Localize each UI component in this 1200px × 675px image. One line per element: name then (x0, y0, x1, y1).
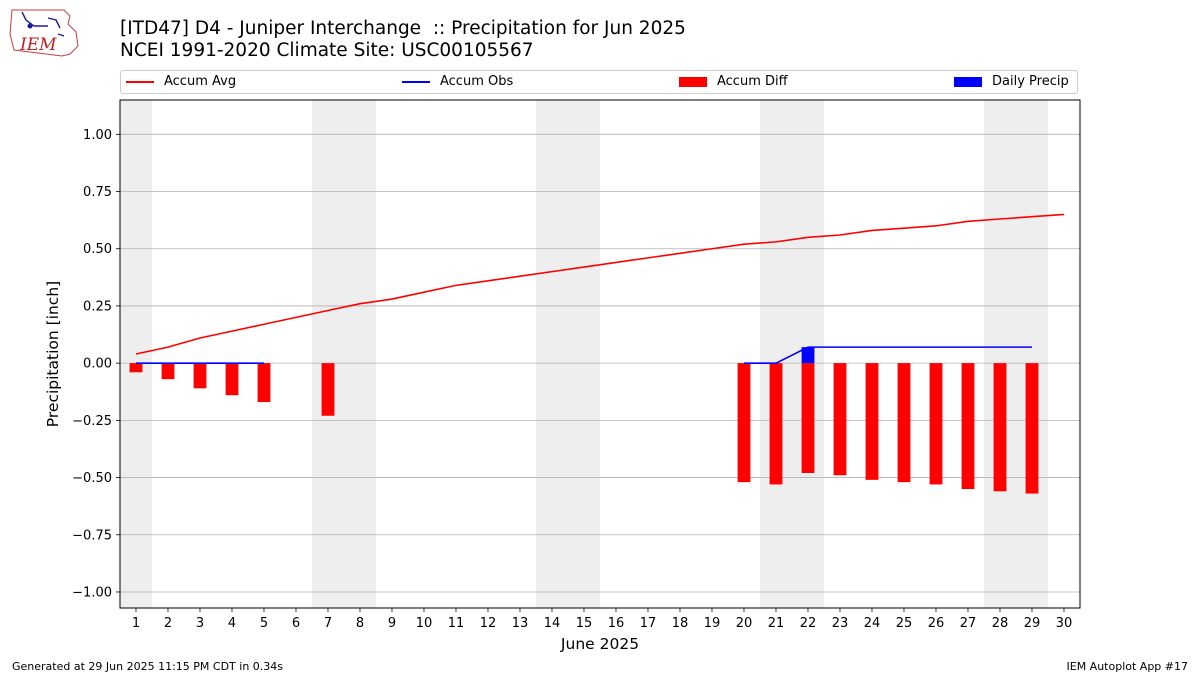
accum-diff-bar (193, 363, 207, 389)
footer-app-id: IEM Autoplot App #17 (1066, 660, 1189, 673)
legend: Accum Avg Accum Obs Accum Diff Daily Pre… (120, 70, 1078, 94)
accum-diff-bar (865, 363, 879, 480)
x-tick-label: 5 (260, 616, 268, 631)
x-tick-label: 22 (800, 616, 817, 631)
x-tick-label: 20 (736, 616, 753, 631)
x-tick-label: 3 (196, 616, 204, 631)
x-tick-label: 10 (416, 616, 433, 631)
accum-diff-bar (769, 363, 783, 485)
legend-label: Accum Obs (440, 74, 514, 89)
accum-obs-line (744, 346, 1032, 364)
patch-swatch-icon (679, 77, 707, 87)
x-tick-label: 14 (544, 616, 561, 631)
x-tick-label: 12 (480, 616, 497, 631)
x-tick-label: 30 (1056, 616, 1073, 631)
weekend-band (984, 100, 1048, 608)
x-tick-label: 18 (672, 616, 689, 631)
y-axis-label: Precipitation [inch] (44, 281, 62, 427)
x-tick-label: 17 (640, 616, 657, 631)
accum-diff-bar (737, 363, 751, 483)
x-tick-label: 25 (896, 616, 913, 631)
legend-item-accum-obs: Accum Obs (402, 74, 513, 90)
x-tick-label: 13 (512, 616, 529, 631)
accum-diff-bar (1025, 363, 1039, 494)
line-swatch-icon (402, 81, 430, 83)
x-tick-label: 23 (832, 616, 849, 631)
x-tick-label: 7 (324, 616, 332, 631)
accum-diff-bar (801, 363, 815, 473)
accum-diff-bar (161, 363, 175, 380)
y-tick-label: 0.00 (83, 357, 112, 372)
x-axis-label: June 2025 (560, 635, 639, 653)
weekend-band (312, 100, 376, 608)
legend-item-accum-diff: Accum Diff (679, 74, 788, 90)
logo-text: IEM (19, 35, 57, 55)
chart-title: [ITD47] D4 - Juniper Interchange :: Prec… (120, 18, 686, 62)
accum-diff-bar (833, 363, 847, 476)
accum-diff-bar (961, 363, 975, 490)
x-tick-label: 11 (448, 616, 465, 631)
title-line-2: NCEI 1991-2020 Climate Site: USC00105567 (120, 40, 534, 61)
x-tick-label: 1 (132, 616, 140, 631)
accum-diff-bar (257, 363, 271, 403)
iem-logo: IEM (9, 9, 79, 57)
y-tick-label: 1.00 (83, 128, 112, 143)
x-tick-label: 21 (768, 616, 785, 631)
accum-diff-bar (321, 363, 335, 416)
y-tick-label: 0.50 (83, 242, 112, 257)
legend-item-accum-avg: Accum Avg (126, 74, 236, 90)
x-tick-label: 27 (960, 616, 977, 631)
y-tick-label: −0.25 (72, 414, 112, 429)
x-tick-label: 9 (388, 616, 396, 631)
y-tick-label: 0.75 (83, 185, 112, 200)
y-tick-label: 0.25 (83, 299, 112, 314)
accum-diff-bar (129, 363, 143, 373)
legend-label: Daily Precip (992, 74, 1069, 89)
accum-diff-bar (929, 363, 943, 485)
x-tick-label: 29 (1024, 616, 1041, 631)
weekend-band (760, 100, 824, 608)
x-tick-label: 8 (356, 616, 364, 631)
x-tick-label: 26 (928, 616, 945, 631)
x-tick-label: 6 (292, 616, 300, 631)
legend-label: Accum Diff (717, 74, 788, 89)
x-tick-label: 28 (992, 616, 1009, 631)
x-tick-label: 15 (576, 616, 593, 631)
accum-diff-bar (225, 363, 239, 396)
x-tick-label: 4 (228, 616, 236, 631)
plot-frame (119, 99, 1081, 609)
x-tick-label: 16 (608, 616, 625, 631)
accum-diff-bar (897, 363, 911, 483)
weekend-band (536, 100, 600, 608)
accum-diff-bar (993, 363, 1007, 492)
legend-label: Accum Avg (164, 74, 237, 89)
y-tick-label: −1.00 (72, 585, 112, 600)
x-tick-label: 19 (704, 616, 721, 631)
title-line-1: [ITD47] D4 - Juniper Interchange :: Prec… (120, 18, 686, 39)
patch-swatch-icon (954, 77, 982, 87)
footer-generated: Generated at 29 Jun 2025 11:15 PM CDT in… (12, 660, 284, 673)
y-tick-label: −0.50 (72, 471, 112, 486)
x-tick-label: 2 (164, 616, 172, 631)
y-tick-label: −0.75 (72, 528, 112, 543)
x-tick-label: 24 (864, 616, 881, 631)
line-swatch-icon (126, 81, 154, 83)
daily-precip-bar (801, 347, 815, 364)
legend-item-daily-precip: Daily Precip (954, 74, 1069, 90)
accum-avg-line (135, 213, 1065, 355)
